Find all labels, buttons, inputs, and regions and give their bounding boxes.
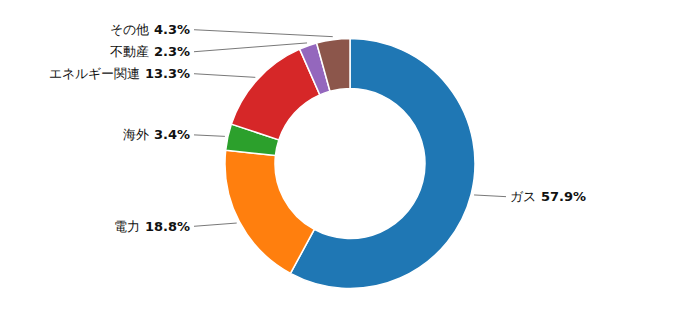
slice (290, 39, 475, 289)
leader-line (194, 223, 237, 226)
value-label: 2.3% (154, 44, 190, 59)
data-label: ガス 57.9% (510, 189, 586, 204)
category-label: 海外 (123, 127, 149, 142)
slice (225, 150, 314, 273)
value-label: 18.8% (145, 219, 190, 234)
category-label: エネルギー関連 (49, 66, 140, 81)
leader-line (194, 74, 255, 78)
category-label: 不動産 (110, 44, 149, 59)
value-label: 4.3% (154, 22, 190, 37)
category-label: ガス (510, 189, 536, 204)
data-label: 電力 18.8% (114, 219, 190, 234)
data-label: 不動産 2.3% (110, 44, 190, 59)
slice (317, 39, 350, 92)
value-label: 57.9% (541, 189, 586, 204)
value-label: 13.3% (145, 66, 190, 81)
leader-line (474, 195, 506, 197)
value-label: 3.4% (154, 127, 190, 142)
data-label: その他 4.3% (110, 22, 190, 37)
data-label: エネルギー関連 13.3% (49, 66, 190, 81)
donut: ガス 57.9% 電力 18.8% 海外 3.4% エネルギー関連 13.3% 不動産 2.3% そ… (49, 22, 586, 288)
data-label: 海外 3.4% (123, 127, 190, 142)
leader-line (194, 135, 225, 136)
category-label: 電力 (114, 219, 140, 234)
category-label: その他 (110, 22, 149, 37)
leader-line (194, 43, 307, 52)
chart: ガス 57.9% 電力 18.8% 海外 3.4% エネルギー関連 13.3% 不動産 2.3% そ… (0, 0, 696, 327)
leader-line (194, 30, 333, 37)
